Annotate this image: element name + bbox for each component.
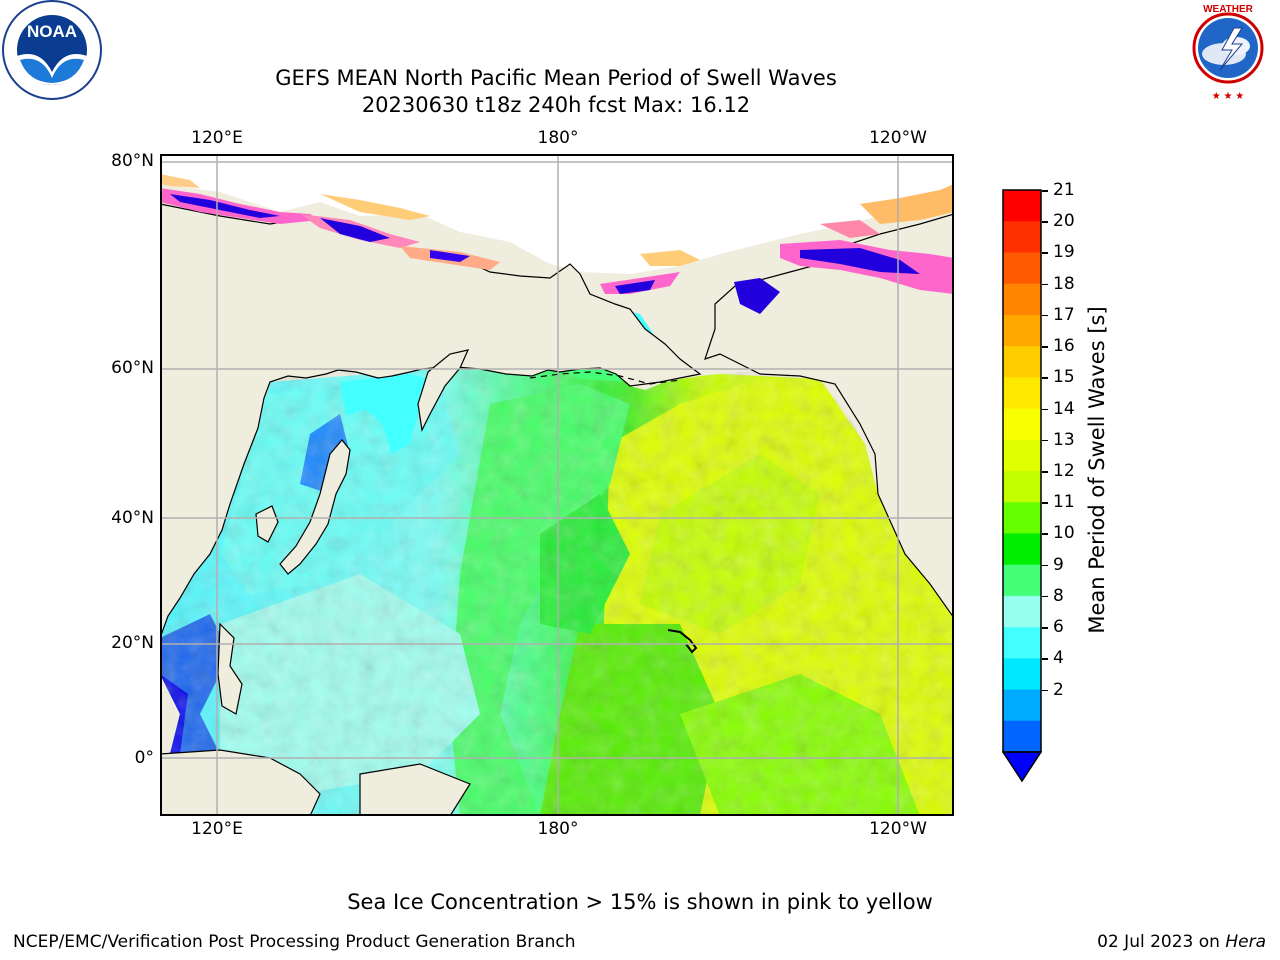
lat-label-60n: 60°N (111, 358, 154, 378)
colorbar-segment (1003, 533, 1041, 566)
svg-text:NOAA: NOAA (27, 22, 77, 41)
colorbar-segment (1003, 190, 1041, 222)
colorbar-tick-mark (1042, 658, 1048, 660)
colorbar-tick-label: 20 (1053, 211, 1075, 232)
colorbar-tick-label: 10 (1053, 523, 1075, 544)
colorbar-tick-label: 16 (1053, 336, 1075, 357)
lat-label-20n: 20°N (111, 633, 154, 653)
colorbar-segment (1003, 439, 1041, 472)
colorbar-tick-mark (1042, 439, 1048, 442)
colorbar-tick-mark (1042, 408, 1048, 411)
sea-ice-overlay (160, 174, 954, 314)
colorbar-tick-label: 2 (1053, 679, 1064, 700)
lon-label-bottom-120e: 120°E (191, 819, 243, 839)
colorbar-tick-label: 21 (1053, 180, 1075, 200)
new-guinea (359, 763, 471, 817)
colorbar-tick-mark (1042, 533, 1048, 535)
japan (279, 439, 351, 575)
lat-label-80n: 80°N (111, 151, 154, 171)
colorbar-tick-mark (1042, 689, 1048, 692)
colorbar-title: Mean Period of Swell Waves [s] (1085, 306, 1109, 634)
colorbar-segment (1003, 658, 1041, 691)
footer-date: 02 Jul 2023 on Hera (1097, 932, 1266, 952)
map-panel (159, 154, 955, 817)
colorbar-tick-label: 13 (1053, 429, 1075, 450)
colorbar-tick-mark (1042, 283, 1048, 286)
colorbar-segment (1003, 471, 1041, 503)
sea-of-okhotsk (340, 374, 435, 454)
lat-label-40n: 40°N (111, 508, 154, 528)
map-svg (159, 154, 955, 817)
colorbar-segment (1003, 502, 1041, 534)
colorbar-segment (1003, 720, 1041, 753)
philippines (217, 622, 243, 715)
colorbar-extend-triangle (1001, 751, 1043, 783)
colorbar-tick-mark (1042, 564, 1048, 567)
lon-label-top-180: 180° (537, 128, 579, 148)
colorbar-segment (1003, 283, 1041, 316)
map-frame (160, 154, 954, 816)
colorbar-tick-mark (1042, 314, 1048, 317)
colorbar-segment (1003, 408, 1041, 441)
colorbar-segment (1003, 627, 1041, 659)
graticule (160, 154, 954, 816)
colorbar-tick-label: 11 (1053, 492, 1075, 513)
colorbar-tick-label: 4 (1053, 648, 1064, 669)
colorbar-tick-mark (1042, 252, 1048, 254)
colorbar-tick-label: 17 (1053, 304, 1075, 325)
colorbar-segment (1003, 221, 1041, 253)
kamchatka (417, 349, 470, 432)
colorbar-tick-mark (1042, 595, 1048, 598)
svg-text:★ ★ ★: ★ ★ ★ (1212, 91, 1244, 102)
colorbar-tick-mark (1042, 221, 1048, 223)
colorbar-tick-label: 19 (1053, 242, 1075, 263)
colorbar-tick-mark (1042, 377, 1048, 379)
ocean-swell-field (160, 367, 954, 816)
colorbar-svg (1001, 189, 1043, 783)
colorbar-tick-label: 18 (1053, 273, 1075, 294)
colorbar-tick-label: 8 (1053, 585, 1064, 606)
colorbar-tick-label: 14 (1053, 398, 1075, 419)
colorbar-tick-label: 6 (1053, 617, 1064, 638)
footer-credit: NCEP/EMC/Verification Post Processing Pr… (13, 932, 576, 952)
footer-date-text: 02 Jul 2023 on (1097, 932, 1226, 952)
colorbar-tick-label: 12 (1053, 461, 1075, 481)
colorbar-tick-mark (1042, 627, 1048, 629)
chart-title: GEFS MEAN North Pacific Mean Period of S… (275, 66, 837, 90)
nws-logo: WEATHER ★ ★ ★ (1176, 0, 1280, 104)
colorbar-tick-mark (1042, 190, 1048, 192)
arctic-ocean (160, 154, 954, 274)
colorbar-segment (1003, 377, 1041, 410)
colorbar-tick-label: 9 (1053, 554, 1064, 575)
footer-host: Hera (1225, 932, 1266, 952)
colorbar-segment (1003, 595, 1041, 628)
lon-label-top-120w: 120°W (869, 128, 927, 148)
sea-ice-note: Sea Ice Concentration > 15% is shown in … (347, 890, 933, 914)
colorbar-segment (1003, 564, 1041, 597)
colorbar-frame (1002, 189, 1042, 753)
korea (255, 505, 279, 543)
colorbar-tick-mark (1042, 471, 1048, 473)
colorbar (1001, 189, 1043, 784)
noaa-logo: NOAA (0, 0, 104, 104)
chart-subtitle: 20230630 t18z 240h fcst Max: 16.12 (361, 93, 751, 117)
colorbar-tick-label: 15 (1053, 367, 1075, 388)
colorbar-segment (1003, 252, 1041, 285)
colorbar-segment (1003, 689, 1041, 722)
lon-label-bottom-180: 180° (537, 819, 579, 839)
svg-text:WEATHER: WEATHER (1203, 4, 1254, 15)
colorbar-segment (1003, 346, 1041, 378)
colorbar-tick-mark (1042, 502, 1048, 504)
asia-landmass (159, 203, 702, 639)
colorbar-tick-mark (1042, 346, 1048, 348)
aleutian-islands (529, 371, 681, 385)
colorbar-segment (1003, 314, 1041, 347)
lon-label-bottom-120w: 120°W (869, 819, 927, 839)
lon-label-top-120e: 120°E (191, 128, 243, 148)
lat-label-0: 0° (134, 748, 154, 768)
